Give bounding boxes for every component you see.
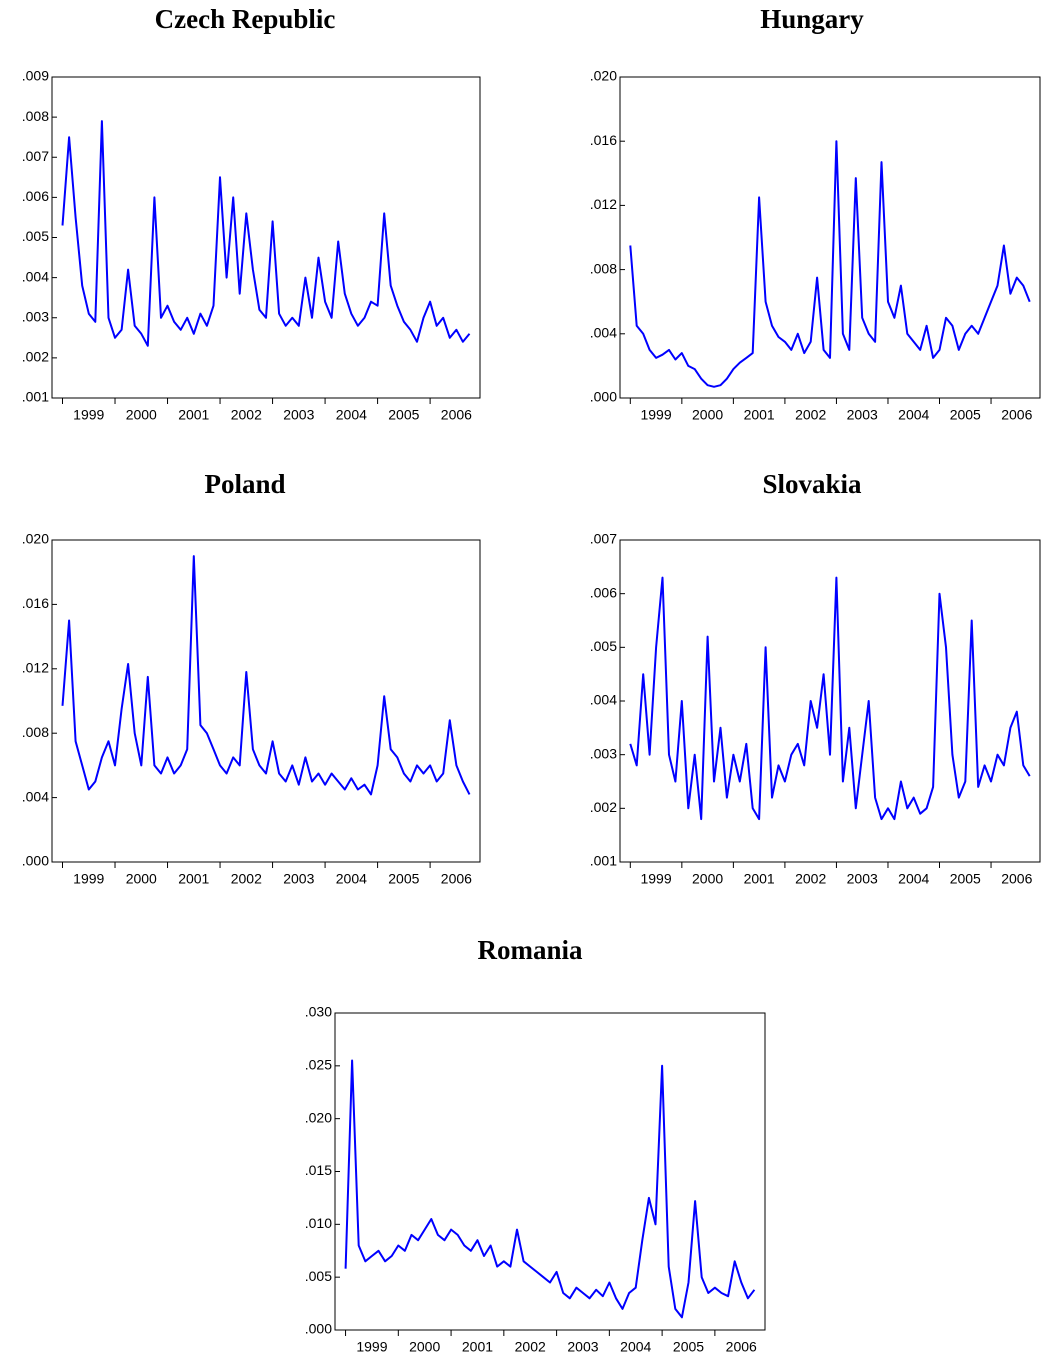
chart-title: Slovakia xyxy=(762,469,862,499)
y-tick-label: .006 xyxy=(590,584,617,600)
x-tick-label: 2002 xyxy=(795,871,826,887)
y-tick-label: .003 xyxy=(22,308,49,324)
x-tick-label: 2002 xyxy=(795,407,826,423)
x-tick-label: 2003 xyxy=(847,407,878,423)
chart-title: Poland xyxy=(204,469,285,499)
x-tick-label: 2006 xyxy=(1001,407,1032,423)
data-line xyxy=(629,576,1031,821)
y-tick-label: .015 xyxy=(305,1162,332,1178)
x-tick-label: 2001 xyxy=(178,407,209,423)
x-tick-label: 2004 xyxy=(336,871,367,887)
y-tick-label: .004 xyxy=(22,268,49,284)
x-tick-label: 2005 xyxy=(950,871,981,887)
chart-title: Romania xyxy=(477,935,583,965)
y-tick-label: .005 xyxy=(590,638,617,654)
chart-title: Czech Republic xyxy=(155,4,336,34)
x-tick-label: 2006 xyxy=(441,871,472,887)
data-line xyxy=(344,1059,756,1319)
y-tick-label: .004 xyxy=(590,325,617,341)
plot-frame xyxy=(51,76,481,399)
y-tick-label: .025 xyxy=(305,1057,332,1073)
chart-title: Hungary xyxy=(760,4,864,34)
x-tick-label: 2003 xyxy=(283,871,314,887)
y-tick-label: .008 xyxy=(22,724,49,740)
x-tick-label: 2004 xyxy=(336,407,367,423)
plot-frame xyxy=(619,76,1041,399)
x-tick-label: 2003 xyxy=(283,407,314,423)
x-tick-label: 1999 xyxy=(640,407,671,423)
y-tick-label: .020 xyxy=(305,1109,332,1125)
y-tick-label: .020 xyxy=(22,531,49,547)
y-tick-label: .008 xyxy=(590,260,617,276)
y-tick-label: .006 xyxy=(22,188,49,204)
y-tick-label: .007 xyxy=(590,531,617,547)
y-tick-label: .002 xyxy=(590,799,617,815)
x-tick-label: 1999 xyxy=(640,871,671,887)
x-tick-label: 2005 xyxy=(673,1339,704,1355)
y-tick-label: .003 xyxy=(590,745,617,761)
x-tick-label: 2004 xyxy=(898,871,929,887)
x-tick-label: 2001 xyxy=(744,407,775,423)
x-tick-label: 2000 xyxy=(692,871,723,887)
y-tick-label: .000 xyxy=(590,389,617,405)
data-line xyxy=(61,555,471,796)
y-tick-label: .012 xyxy=(22,660,49,676)
x-tick-label: 2003 xyxy=(567,1339,598,1355)
y-tick-label: .016 xyxy=(22,595,49,611)
y-tick-label: .030 xyxy=(305,1004,332,1020)
x-tick-label: 2001 xyxy=(744,871,775,887)
y-tick-label: .005 xyxy=(22,228,49,244)
x-tick-label: 1999 xyxy=(73,407,104,423)
x-tick-label: 2000 xyxy=(126,407,157,423)
x-tick-label: 2000 xyxy=(409,1339,440,1355)
x-tick-label: 2001 xyxy=(462,1339,493,1355)
x-tick-label: 2006 xyxy=(441,407,472,423)
x-tick-label: 2004 xyxy=(620,1339,651,1355)
data-line xyxy=(61,120,471,347)
y-tick-label: .004 xyxy=(22,788,49,804)
x-tick-label: 2003 xyxy=(847,871,878,887)
x-tick-label: 2005 xyxy=(388,871,419,887)
y-tick-label: .000 xyxy=(305,1321,332,1337)
y-tick-label: .016 xyxy=(590,132,617,148)
y-tick-label: .009 xyxy=(22,68,49,84)
y-tick-label: .001 xyxy=(590,853,617,869)
plot-frame xyxy=(51,539,481,863)
y-tick-label: .007 xyxy=(22,148,49,164)
y-tick-label: .004 xyxy=(590,692,617,708)
x-tick-label: 2005 xyxy=(950,407,981,423)
y-tick-label: .000 xyxy=(22,853,49,869)
y-tick-label: .001 xyxy=(22,389,49,405)
x-tick-label: 2006 xyxy=(726,1339,757,1355)
data-line xyxy=(629,140,1031,388)
x-tick-label: 2004 xyxy=(898,407,929,423)
x-tick-label: 2002 xyxy=(231,871,262,887)
x-tick-label: 1999 xyxy=(356,1339,387,1355)
x-tick-label: 2000 xyxy=(126,871,157,887)
x-tick-label: 2000 xyxy=(692,407,723,423)
x-tick-label: 2002 xyxy=(231,407,262,423)
x-tick-label: 2002 xyxy=(515,1339,546,1355)
y-tick-label: .008 xyxy=(22,108,49,124)
y-tick-label: .002 xyxy=(22,349,49,365)
y-tick-label: .020 xyxy=(590,68,617,84)
plot-frame xyxy=(619,539,1041,863)
y-tick-label: .010 xyxy=(305,1215,332,1231)
x-tick-label: 1999 xyxy=(73,871,104,887)
x-tick-label: 2006 xyxy=(1001,871,1032,887)
x-tick-label: 2001 xyxy=(178,871,209,887)
y-tick-label: .012 xyxy=(590,196,617,212)
x-tick-label: 2005 xyxy=(388,407,419,423)
y-tick-label: .005 xyxy=(305,1268,332,1284)
